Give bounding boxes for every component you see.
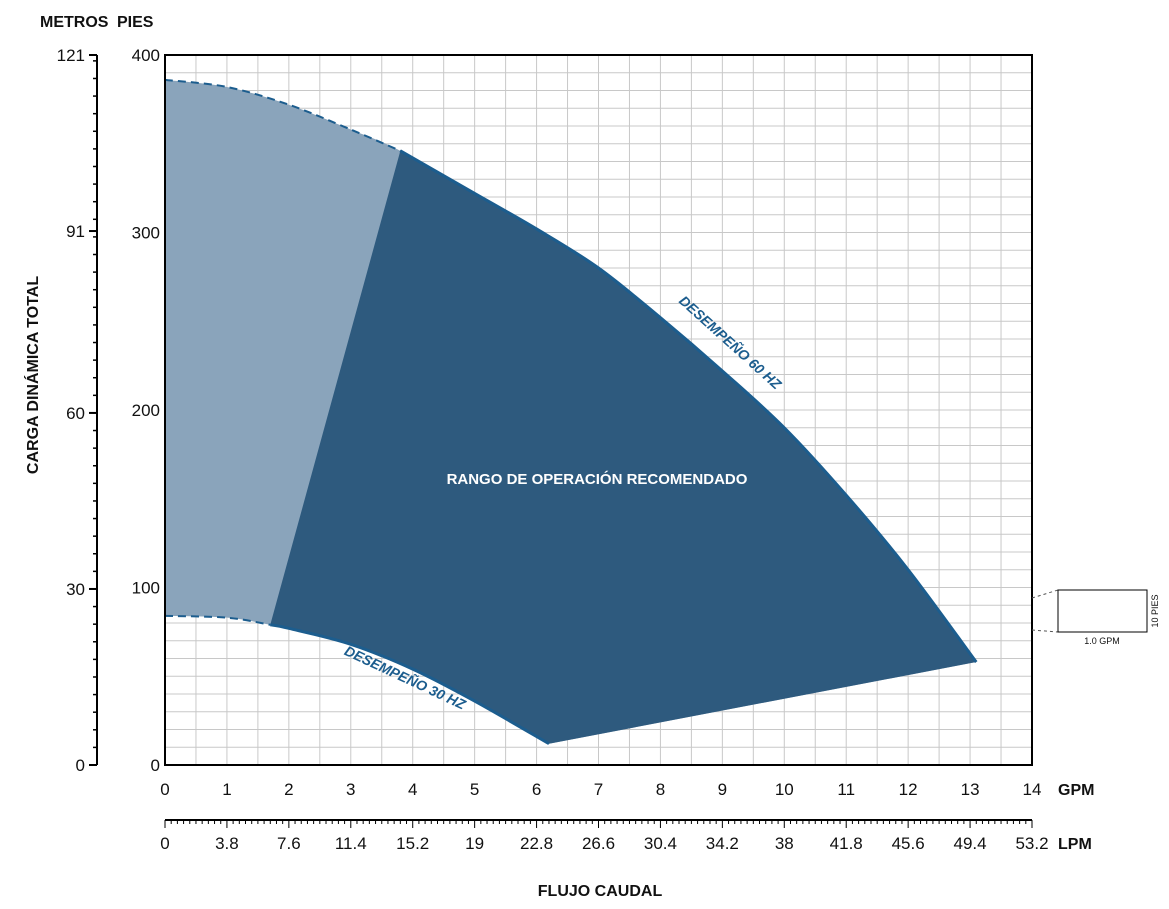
recommended-region	[270, 150, 977, 744]
curve-60hz-dashed	[164, 78, 401, 152]
lpm-tick-label: 15.2	[396, 834, 429, 853]
y-axis-title: CARGA DINÁMICA TOTAL	[23, 276, 42, 474]
metros-tick-label: 0	[76, 756, 85, 775]
scale-leader-bottom	[1031, 629, 1059, 633]
gpm-tick-label: 11	[837, 780, 855, 799]
lpm-tick-label: 41.8	[830, 834, 863, 853]
gpm-tick-label: 13	[961, 780, 980, 799]
gpm-tick-label: 14	[1023, 780, 1042, 799]
lpm-tick-label: 3.8	[215, 834, 239, 853]
pies-tick-label: 200	[132, 401, 160, 420]
x-axis-title: FLUJO CAUDAL	[538, 883, 663, 900]
y-unit-right-label: PIES	[117, 14, 154, 31]
gpm-tick-label: 0	[160, 780, 169, 799]
lpm-tick-label: 30.4	[644, 834, 677, 853]
lpm-tick-label: 0	[160, 834, 169, 853]
curve-30hz-dashed	[164, 614, 271, 626]
gpm-tick-label: 9	[718, 780, 727, 799]
lpm-tick-label: 45.6	[892, 834, 925, 853]
lpm-tick-label: 26.6	[582, 834, 615, 853]
curve-60hz	[399, 149, 978, 663]
curve-30hz	[269, 623, 550, 746]
pies-tick-label: 300	[132, 224, 160, 243]
lpm-tick-label: 22.8	[520, 834, 553, 853]
lpm-tick-label: 19	[465, 834, 484, 853]
gpm-tick-label: 5	[470, 780, 479, 799]
gpm-tick-label: 2	[284, 780, 293, 799]
metros-tick-label: 121	[57, 46, 85, 65]
scale-width-label: 1.0 GPM	[1084, 636, 1120, 646]
grid-scale-legend: 1.0 GPM 10 PIES	[1031, 589, 1160, 646]
scale-leader-top	[1031, 589, 1059, 599]
gpm-tick-label: 6	[532, 780, 541, 799]
lpm-tick-label: 53.2	[1015, 834, 1048, 853]
recommended-range-label: RANGO DE OPERACIÓN RECOMENDADO	[447, 470, 748, 488]
plot-frame	[164, 54, 1033, 766]
gpm-unit-label: GPM	[1058, 782, 1094, 799]
lpm-tick-label: 34.2	[706, 834, 739, 853]
gpm-tick-label: 4	[408, 780, 417, 799]
lpm-tick-label: 11.4	[335, 834, 367, 853]
scale-box	[1057, 589, 1148, 633]
area-layer	[165, 79, 977, 744]
gpm-tick-label: 7	[594, 780, 603, 799]
gpm-tick-label: 12	[899, 780, 918, 799]
lpm-tick-label: 7.6	[277, 834, 301, 853]
gpm-tick-label: 10	[775, 780, 794, 799]
lpm-unit-label: LPM	[1058, 836, 1092, 853]
metros-tick-label: 30	[66, 580, 85, 599]
pies-tick-label: 400	[132, 46, 160, 65]
scale-height-label: 10 PIES	[1150, 594, 1160, 627]
y-unit-left-label: METROS	[40, 14, 109, 31]
pies-tick-label: 0	[151, 756, 160, 775]
gpm-tick-label: 8	[656, 780, 665, 799]
lpm-tick-label: 38	[775, 834, 794, 853]
metros-tick-label: 91	[66, 222, 85, 241]
pies-tick-label: 100	[132, 579, 160, 598]
lpm-tick-label: 49.4	[954, 834, 987, 853]
gpm-tick-label: 1	[222, 780, 231, 799]
gpm-tick-label: 3	[346, 780, 355, 799]
metros-tick-label: 60	[66, 404, 85, 423]
